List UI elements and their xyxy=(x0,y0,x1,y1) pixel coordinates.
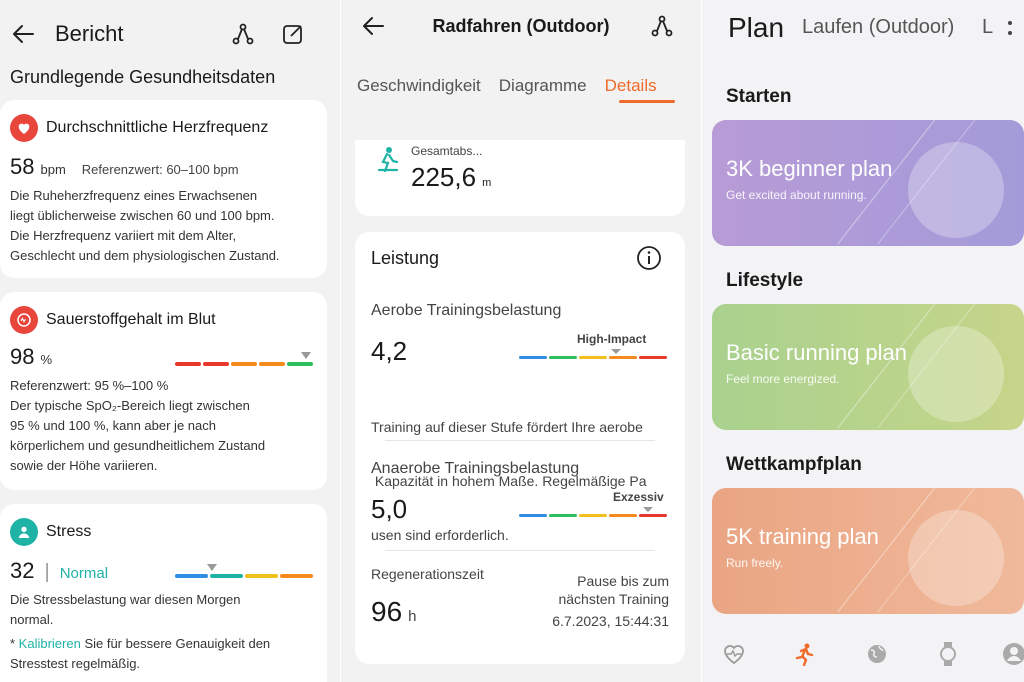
divider xyxy=(385,550,655,551)
plan-tab-running[interactable]: Laufen (Outdoor) xyxy=(802,16,955,38)
tab-details[interactable]: Details xyxy=(604,76,657,95)
aerobic-level-bar xyxy=(519,356,667,359)
bottom-navigation xyxy=(702,640,1024,668)
stress-level-marker xyxy=(207,564,217,571)
aerobic-label: Aerobe Trainingsbelastung xyxy=(371,302,562,319)
workout-title: Radfahren (Outdoor) xyxy=(432,16,610,36)
aerobic-level: High-Impact xyxy=(577,332,647,346)
blood-oxygen-description: Referenzwert: 95 %–100 % Der typische Sp… xyxy=(10,378,266,473)
heart-icon xyxy=(10,114,38,142)
running-icon[interactable] xyxy=(790,640,818,668)
heart-icon[interactable] xyxy=(720,640,748,668)
stress-icon xyxy=(10,518,38,546)
performance-card: Leistung Aerobe Trainingsbelastung 4,2 H… xyxy=(355,232,685,664)
profile-icon[interactable] xyxy=(1000,640,1024,668)
back-button[interactable] xyxy=(360,12,388,40)
plan-title: Plan xyxy=(728,12,785,43)
total-ascent-card: Gesamtabs... 225,6 m xyxy=(355,140,685,216)
plan-card-title: 3K beginner plan xyxy=(726,156,893,181)
aerobic-description: Training auf dieser Stufe fördert Ihre a… xyxy=(371,419,647,543)
plan-card-title: 5K training plan xyxy=(726,524,879,549)
heart-rate-value: 58 xyxy=(10,154,35,179)
tab-speed[interactable]: Geschwindigkeit xyxy=(357,76,481,95)
ascent-icon xyxy=(377,146,399,177)
oxygen-level-bar xyxy=(175,362,313,366)
health-report-panel: Bericht Grundlegende Gesundheitsdaten Du… xyxy=(0,0,340,682)
share-button[interactable] xyxy=(648,12,676,40)
back-button[interactable] xyxy=(10,20,38,48)
page-title: Bericht xyxy=(55,21,124,46)
recovery-value: 96 xyxy=(371,596,403,627)
recovery-note: Pause bis zum nächsten Training 6.7.2023… xyxy=(552,573,669,629)
arrow-left-icon xyxy=(363,17,384,35)
heart-rate-description: Die Ruheherzfrequenz eines Erwachsenen l… xyxy=(10,188,280,263)
workout-tabs: Geschwindigkeit Diagramme Details xyxy=(357,76,657,96)
globe-icon[interactable] xyxy=(863,640,891,668)
info-icon xyxy=(637,246,661,270)
active-tab-indicator xyxy=(619,100,675,103)
blood-oxygen-icon xyxy=(10,306,38,334)
anaerobic-level: Exzessiv xyxy=(613,490,664,504)
divider xyxy=(385,440,655,441)
stress-level-bar xyxy=(175,574,313,578)
stress-card[interactable]: Stress 32 | Normal Die Stressbelastung w… xyxy=(0,504,327,682)
plan-card-subtitle: Feel more energized. xyxy=(726,372,840,386)
recovery-label: Regenerationszeit xyxy=(371,566,484,582)
edit-button[interactable] xyxy=(279,20,307,48)
section-title: Grundlegende Gesundheitsdaten xyxy=(10,67,276,87)
stress-separator: | xyxy=(44,561,50,583)
watch-icon[interactable] xyxy=(934,640,962,668)
ascent-unit: m xyxy=(482,177,492,189)
plan-group-title: Starten xyxy=(726,86,792,107)
share-icon xyxy=(232,23,254,45)
aerobic-level-marker xyxy=(611,349,621,354)
ascent-label: Gesamtabs... xyxy=(411,144,483,158)
heart-rate-reference: Referenzwert: 60–100 bpm xyxy=(81,162,239,177)
aerobic-value: 4,2 xyxy=(371,336,408,366)
stress-description: Die Stressbelastung war diesen Morgen no… xyxy=(10,592,241,627)
stress-note: * Kalibrieren Sie für bessere Genauigkei… xyxy=(10,636,271,671)
plan-card-basic-running[interactable]: Basic running plan Feel more energized. xyxy=(712,304,1024,430)
heart-rate-card[interactable]: Durchschnittliche Herzfrequenz 58 bpm Re… xyxy=(0,100,327,278)
plan-card-title: Basic running plan xyxy=(726,340,908,365)
blood-oxygen-label: Sauerstoffgehalt im Blut xyxy=(46,311,216,328)
plan-card-3k-beginner[interactable]: 3K beginner plan Get excited about runni… xyxy=(712,120,1024,246)
tab-charts[interactable]: Diagramme xyxy=(498,76,587,95)
heart-rate-unit: bpm xyxy=(40,162,66,177)
info-button[interactable] xyxy=(635,244,663,272)
plan-group-title: Wettkampfplan xyxy=(726,454,862,475)
stress-label: Stress xyxy=(46,523,92,540)
recovery-timestamp: 6.7.2023, 15:44:31 xyxy=(552,613,669,629)
anaerobic-label: Anaerobe Trainingsbelastung xyxy=(371,460,580,477)
performance-title: Leistung xyxy=(371,248,440,268)
plan-card-5k-training[interactable]: 5K training plan Run freely. xyxy=(712,488,1024,614)
blood-oxygen-card[interactable]: Sauerstoffgehalt im Blut 98 % Referenzwe… xyxy=(0,292,327,490)
blood-oxygen-value: 98 xyxy=(10,344,35,369)
anaerobic-value: 5,0 xyxy=(371,494,408,524)
plan-group-title: Lifestyle xyxy=(726,270,804,291)
plan-card-subtitle: Run freely. xyxy=(726,556,784,570)
oxygen-level-marker xyxy=(301,352,311,359)
share-button[interactable] xyxy=(229,20,257,48)
stress-value: 32 xyxy=(10,558,35,583)
anaerobic-level-bar xyxy=(519,514,667,517)
ascent-value: 225,6 xyxy=(411,162,477,192)
heart-rate-label: Durchschnittliche Herzfrequenz xyxy=(46,119,269,136)
calibrate-link[interactable]: Kalibrieren xyxy=(18,636,81,651)
arrow-left-icon xyxy=(13,25,34,43)
workout-details-panel: Radfahren (Outdoor) Geschwindigkeit Diag… xyxy=(341,0,701,682)
plan-tab-overflow[interactable]: L xyxy=(982,16,994,38)
anaerobic-level-marker xyxy=(643,507,653,512)
recovery-unit: h xyxy=(408,608,417,625)
blood-oxygen-unit: % xyxy=(40,352,53,367)
share-icon xyxy=(651,15,673,37)
training-plan-panel: Plan Laufen (Outdoor) L Starten 3K begin… xyxy=(702,0,1024,682)
stress-status: Normal xyxy=(59,565,109,582)
more-options-icon[interactable] xyxy=(1007,18,1013,40)
edit-icon xyxy=(283,25,302,44)
plan-card-subtitle: Get excited about running. xyxy=(726,188,867,202)
